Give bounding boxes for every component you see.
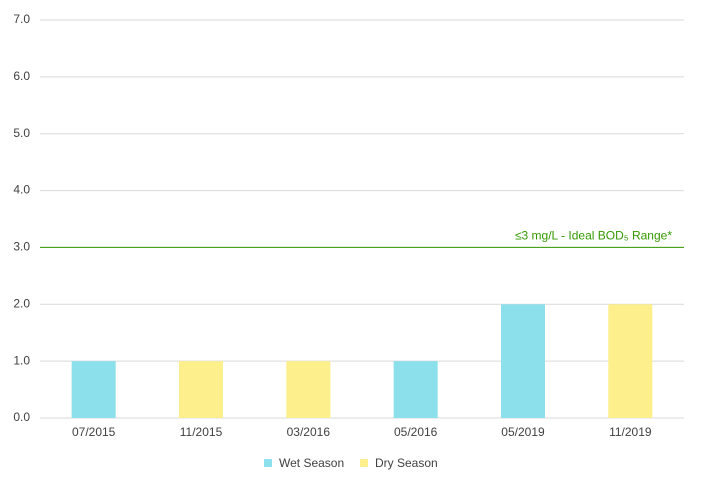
x-tick-label: 07/2015 bbox=[72, 425, 116, 439]
y-tick-label: 5.0 bbox=[13, 126, 30, 140]
y-tick-label: 4.0 bbox=[13, 183, 30, 197]
y-tick-label: 2.0 bbox=[13, 296, 30, 310]
bar bbox=[608, 304, 653, 418]
x-tick-label: 11/2015 bbox=[180, 425, 223, 439]
bar bbox=[393, 361, 438, 418]
bar bbox=[501, 304, 545, 418]
x-tick-label: 05/2016 bbox=[394, 425, 438, 439]
x-tick-label: 11/2019 bbox=[609, 425, 652, 439]
legend-label: Wet Season bbox=[279, 456, 344, 470]
y-tick-label: 7.0 bbox=[13, 12, 30, 26]
legend-swatch bbox=[360, 459, 368, 467]
legend-label: Dry Season bbox=[375, 456, 438, 470]
reference-label: ≤3 mg/L - Ideal BOD₅ Range* bbox=[515, 229, 672, 243]
bar bbox=[286, 361, 331, 418]
x-tick-label: 03/2016 bbox=[287, 425, 331, 439]
y-tick-label: 0.0 bbox=[13, 410, 30, 424]
y-tick-label: 1.0 bbox=[13, 353, 30, 367]
x-tick-label: 05/2019 bbox=[501, 425, 545, 439]
y-tick-label: 6.0 bbox=[13, 69, 30, 83]
bar bbox=[71, 361, 116, 418]
y-tick-label: 3.0 bbox=[13, 240, 30, 254]
legend-swatch bbox=[264, 459, 272, 467]
bar bbox=[179, 361, 223, 418]
